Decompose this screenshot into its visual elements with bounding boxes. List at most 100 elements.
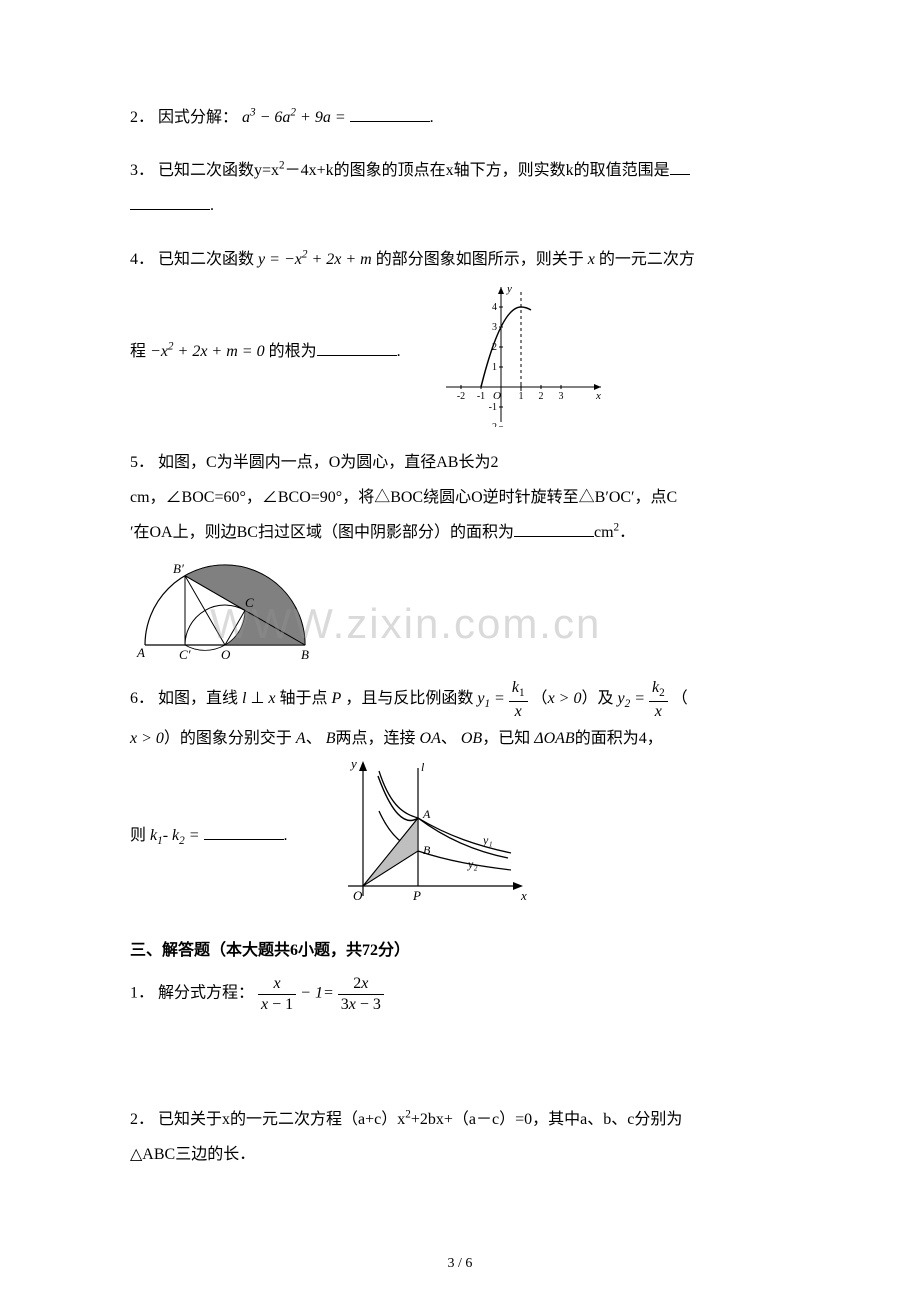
problem-number: 1．: [130, 985, 154, 1002]
solve-problem-2: 2． 已知关于x的一元二次方程（a+c）x2+2bx+（a－c）=0，其中a、b…: [130, 1102, 790, 1172]
answer-blank: [130, 194, 210, 210]
problem-4: 4． 已知二次函数 y = −x2 + 2x + m 的部分图象如图所示，则关于…: [130, 242, 790, 427]
problem-continuation: 则 k1- k2 = .: [130, 818, 288, 854]
answer-blank-part: [670, 159, 690, 175]
solve-problem-1: 1． 解分式方程： xx − 1 − 1= 2x3x − 3: [130, 974, 790, 1013]
svg-text:3: 3: [492, 322, 497, 333]
problem-text: △ABC三边的长．: [130, 1146, 255, 1163]
problem-row-with-figure: 则 k1- k2 = . x y O l P: [130, 756, 790, 916]
problem-number: 4．: [130, 251, 154, 268]
section-heading: 三、解答题（本大题共6小题，共72分）: [130, 936, 790, 960]
problem-text: +2bx+（a－c）=0，其中a、b、c分别为: [411, 1111, 682, 1128]
perp-symbol: ⊥: [250, 690, 268, 707]
problem-text: 程: [130, 343, 146, 360]
svg-text:4: 4: [492, 302, 497, 313]
problem-6: 6． 如图，直线 l ⊥ x 轴于点 P ，且与反比例函数 y1 = k1x （…: [130, 678, 790, 916]
answer-blank: [514, 521, 594, 537]
problem-continuation: 程 −x2 + 2x + m = 0 的根为.: [130, 334, 401, 369]
svg-text:C′: C′: [179, 647, 191, 660]
problem-text: 的一元二次方: [599, 251, 695, 268]
problem-number: 3．: [130, 162, 154, 179]
answer-blank: [317, 340, 397, 356]
problem-text: 已知二次函数y=x: [158, 162, 279, 179]
math-frac: y2 =: [617, 690, 649, 707]
document-page: 2． 因式分解： a3 − 6a2 + 9a = . 3． 已知二次函数y=x2…: [0, 0, 920, 1302]
math-var: l: [242, 690, 246, 707]
svg-text:A: A: [422, 807, 431, 821]
math-expression: k1- k2 =: [150, 827, 200, 844]
problem-text: ）的图象分别交于: [164, 730, 292, 747]
problem-text: 已知二次函数: [158, 251, 254, 268]
svg-text:l: l: [421, 760, 425, 774]
math-var: OB: [461, 730, 482, 747]
page-number: 3 / 6: [0, 1256, 920, 1272]
period: .: [284, 827, 288, 844]
problem-text: －4x+k的图象的顶点在x轴下方，则实数k的取值范围是: [285, 162, 670, 179]
svg-text:-2: -2: [488, 422, 496, 427]
svg-text:B: B: [423, 843, 431, 857]
problem-text: 则: [130, 827, 146, 844]
svg-text:y: y: [506, 283, 512, 295]
problem-label: 因式分解：: [158, 109, 238, 126]
problem-number: 5．: [130, 454, 154, 471]
math-cond: x > 0: [548, 690, 582, 707]
svg-text:O: O: [353, 888, 363, 903]
fraction: k2x: [649, 678, 668, 721]
paren: （: [532, 690, 548, 707]
parabola-chart: -2 -1 1 2 3 1 2 3 4 -1 -2: [431, 277, 611, 427]
fraction: k1x: [509, 678, 528, 721]
math-var: P: [332, 690, 342, 707]
problem-text: 如图，C为半圆内一点，O为圆心，直径AB长为2: [158, 454, 498, 471]
problem-text: 的部分图象如图所示，则关于: [376, 251, 584, 268]
svg-text:B′: B′: [173, 561, 184, 576]
answer-blank: [204, 824, 284, 840]
problem-text: ，且与反比例函数: [345, 690, 473, 707]
unit: cm: [594, 524, 614, 541]
problem-label: 解分式方程：: [158, 985, 254, 1002]
svg-text:-2: -2: [456, 391, 464, 402]
sep: 、: [441, 730, 457, 747]
answer-blank: [350, 106, 430, 122]
svg-text:P: P: [412, 888, 421, 903]
problem-text: 轴于点: [280, 690, 328, 707]
math-mid: − 1=: [300, 985, 338, 1002]
problem-text: 的根为: [269, 343, 317, 360]
semicircle-diagram: A C′ O B B′ C: [130, 550, 320, 660]
svg-text:A: A: [136, 645, 145, 660]
math-var: OA: [420, 730, 441, 747]
period: .: [210, 197, 214, 214]
hyperbola-diagram: x y O l P: [318, 756, 538, 916]
svg-text:-1: -1: [476, 391, 484, 402]
problem-number: 6．: [130, 690, 154, 707]
problem-text: 已知关于x的一元二次方程（a+c）x: [158, 1111, 405, 1128]
svg-text:y: y: [349, 756, 357, 771]
math-expression: −x2 + 2x + m = 0: [150, 343, 265, 360]
period: .: [397, 343, 401, 360]
problem-row-with-figure: 程 −x2 + 2x + m = 0 的根为. -2 -1 1 2: [130, 277, 790, 427]
paren: （: [672, 690, 688, 707]
problem-text: cm，∠BOC=60°，∠BCO=90°，将△BOC绕圆心O逆时针旋转至△B′O…: [130, 489, 677, 506]
math-expression: y = −x2 + 2x + m: [258, 251, 372, 268]
semicircle-diagram-wrap: A C′ O B B′ C: [130, 550, 790, 660]
problem-2: 2． 因式分解： a3 − 6a2 + 9a = .: [130, 100, 790, 135]
problem-number: 2．: [130, 109, 154, 126]
period: .: [430, 109, 434, 126]
svg-text:2: 2: [538, 391, 543, 402]
paren-and: ）及: [581, 690, 613, 707]
svg-text:O: O: [493, 390, 501, 402]
problem-text: 的面积为4，: [575, 730, 663, 747]
fraction: 2x3x − 3: [338, 974, 384, 1013]
svg-text:y₂: y₂: [467, 857, 478, 871]
svg-text:O: O: [221, 647, 231, 660]
svg-text:1: 1: [518, 391, 523, 402]
math-var: ΔOAB: [534, 730, 575, 747]
problem-number: 2．: [130, 1111, 154, 1128]
svg-text:y₁: y₁: [482, 833, 493, 847]
svg-text:C: C: [245, 595, 254, 610]
math-frac: y1 =: [477, 690, 509, 707]
problem-text: 两点，连接: [336, 730, 416, 747]
spacer: [130, 1032, 790, 1102]
period: ．: [619, 524, 635, 541]
math-expression: a3 − 6a2 + 9a =: [242, 109, 346, 126]
problem-5: 5． 如图，C为半圆内一点，O为圆心，直径AB长为2 cm，∠BOC=60°，∠…: [130, 445, 790, 661]
